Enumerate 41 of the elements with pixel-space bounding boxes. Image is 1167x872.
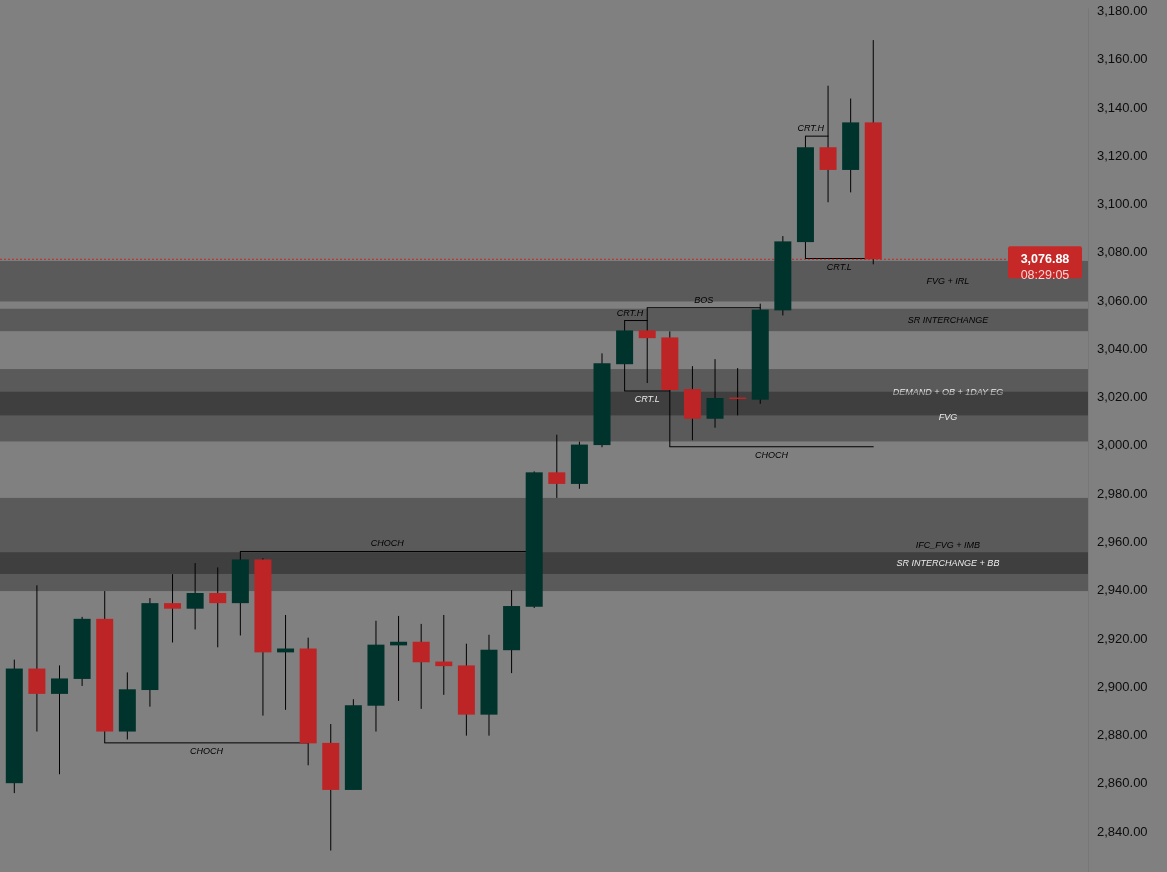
y-tick-label: 3,020.00 — [1097, 389, 1148, 405]
y-tick-label: 3,140.00 — [1097, 99, 1148, 115]
ref-line-label: 3,076.88 — [1020, 252, 1070, 267]
band-label: IFC_FVG + IMB — [915, 539, 981, 550]
y-tick-label: 3,160.00 — [1097, 51, 1148, 67]
candlestick — [209, 566, 227, 648]
ref-line-label: CRT.L — [826, 261, 852, 272]
annotation: 08:29:05 — [1020, 268, 1070, 283]
y-tick-label: 2,960.00 — [1097, 534, 1148, 550]
band-label: FVG + IRL — [926, 276, 970, 287]
y-tick-label: 3,080.00 — [1097, 244, 1148, 260]
candlestick — [548, 434, 566, 499]
y-tick-label: 2,860.00 — [1097, 775, 1148, 791]
ref-line-label: CRT.L — [634, 394, 660, 405]
y-tick-label: 3,040.00 — [1097, 340, 1148, 356]
y-tick-label: 3,000.00 — [1097, 437, 1148, 453]
y-tick-label: 3,100.00 — [1097, 196, 1148, 212]
y-tick-label: 3,120.00 — [1097, 147, 1148, 163]
candlestick — [186, 562, 204, 630]
candlestick — [164, 573, 182, 643]
y-tick-label: 2,900.00 — [1097, 678, 1148, 694]
band-label: DEMAND + OB + 1DAY EG — [892, 387, 1004, 398]
y-tick-label: 2,840.00 — [1097, 823, 1148, 839]
candlestick — [706, 358, 724, 429]
y-tick-label: 2,940.00 — [1097, 582, 1148, 598]
y-tick-label: 3,060.00 — [1097, 292, 1148, 308]
ref-line-label: CHOCH — [755, 449, 789, 460]
candlestick — [412, 623, 430, 710]
band-label: FVG — [938, 411, 958, 422]
ref-line-label: CHOCH — [370, 538, 405, 549]
ref-line-label: BOS — [694, 294, 714, 305]
y-tick-label: 2,980.00 — [1097, 485, 1148, 501]
ref-line-label: CRT.H — [797, 123, 825, 134]
candlestick — [51, 664, 69, 775]
y-tick-label: 2,880.00 — [1097, 727, 1148, 743]
y-tick-label: 2,920.00 — [1097, 630, 1148, 646]
band-label: SR INTERCHANGE — [907, 314, 990, 325]
band-label: SR INTERCHANGE + BB — [896, 558, 1000, 569]
ref-line-label: CRT.H — [616, 307, 644, 318]
ref-line-label: CHOCH — [189, 745, 224, 756]
y-tick-label: 3,180.00 — [1097, 3, 1148, 19]
